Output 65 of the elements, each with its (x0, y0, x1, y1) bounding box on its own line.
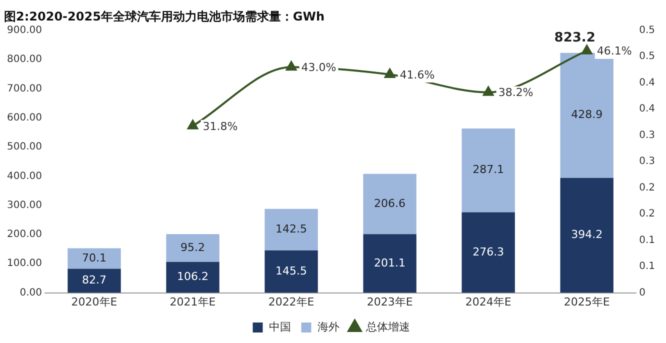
data-label: 142.5 (276, 222, 308, 236)
point (582, 44, 592, 54)
y-tick-label: 600.00 (6, 112, 42, 124)
data-label: 46.1% (596, 44, 632, 58)
y-tick-label: 100.00 (6, 258, 42, 270)
data-label: 31.8% (202, 120, 238, 133)
bar (560, 178, 614, 293)
y2-tick-label: 0 (639, 287, 646, 298)
y2-tick-label: 0.1 (639, 261, 656, 272)
y2-tick-label: 0.3 (639, 156, 656, 168)
y-tick-label: 900.00 (6, 24, 42, 36)
bar (166, 234, 220, 262)
y2-tick-label: 0.3 (639, 130, 656, 141)
data-label: 145.5 (276, 264, 308, 278)
bar (166, 262, 220, 293)
bar (363, 234, 416, 293)
bar (68, 248, 121, 269)
bar (363, 174, 416, 234)
data-label: 38.2% (498, 86, 534, 100)
x-tick-label: 2023年E (366, 295, 413, 308)
y2-tick-label: 0.2 (639, 182, 656, 194)
bar (264, 208, 318, 250)
data-label: 41.6% (400, 68, 435, 82)
y2-tick-label: 0.5 (639, 51, 656, 62)
y-tick-label: 0.00 (20, 287, 42, 298)
y2-tick-label: 0.5 (639, 24, 656, 36)
bar (462, 212, 515, 293)
data-label: 394.2 (571, 228, 603, 242)
bar (462, 128, 515, 212)
data-label: 276.3 (472, 245, 504, 258)
y2-tick-label: 0.2 (639, 208, 656, 220)
y-tick-label: 200.00 (6, 229, 42, 240)
y2-tick-label: 0.1 (639, 234, 656, 246)
y2-tick-label: 0.4 (639, 104, 656, 115)
point (384, 68, 396, 78)
legend-label: 海外 (317, 320, 340, 334)
x-tick-label: 2021年E (170, 295, 216, 308)
point (482, 86, 494, 96)
x-tick-label: 2022年E (268, 295, 314, 308)
total-label: 823.2 (554, 30, 596, 46)
y-tick-label: 700.00 (6, 83, 42, 94)
data-label: 95.2 (180, 240, 206, 254)
data-label: 287.1 (472, 163, 504, 176)
point (286, 61, 297, 71)
legend-label: 总体增速 (364, 320, 410, 334)
data-label: 70.1 (82, 251, 106, 264)
y-tick-label: 400.00 (6, 170, 42, 182)
legend-label: 中国 (268, 320, 291, 334)
y-tick-label: 300.00 (6, 200, 42, 211)
data-label: 206.6 (374, 196, 406, 210)
x-tick-label: 2024年E (465, 295, 512, 308)
data-label: 201.1 (374, 256, 406, 270)
y-tick-label: 800.00 (6, 54, 42, 66)
x-tick-label: 2020年E (71, 295, 118, 308)
data-label: 43.0% (301, 60, 336, 74)
x-tick-label: 2025年E (564, 295, 610, 308)
chart-title: 图2:2020-2025年全球汽车用动力电池市场需求量：GWh (4, 9, 325, 24)
point (187, 120, 198, 130)
y2-tick-label: 0.4 (639, 77, 656, 88)
data-label: 428.9 (571, 108, 603, 122)
y-tick-label: 500.00 (6, 142, 42, 153)
data-label: 82.7 (82, 274, 106, 287)
bar (68, 268, 121, 293)
data-label: 106.2 (177, 270, 209, 284)
bar (264, 250, 318, 293)
